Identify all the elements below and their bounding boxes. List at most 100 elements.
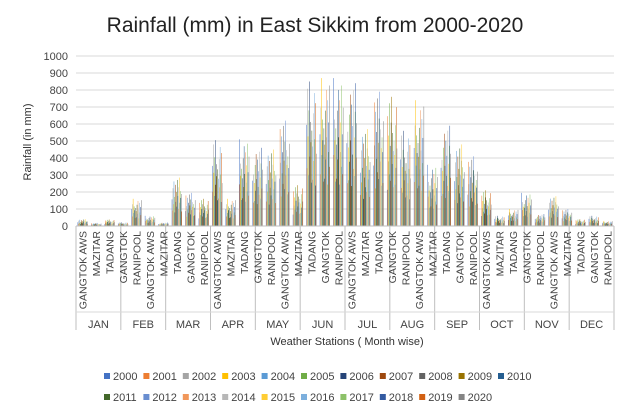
bar-apr-tadang-2016 xyxy=(246,191,248,226)
station-label: RANIPOOL xyxy=(602,231,614,285)
y-tick-label: 800 xyxy=(50,85,68,97)
y-tick-label: 0 xyxy=(62,221,68,233)
bar-jan-gangtok-aws-2010 xyxy=(82,223,83,226)
legend-swatch-2017 xyxy=(340,394,347,400)
bar-feb-gangtok-aws-2009 xyxy=(149,221,150,226)
bar-apr-mazitar-2004 xyxy=(227,212,229,226)
bar-oct-gangtok-2004 xyxy=(523,216,524,226)
bar-sep-gangtok-2000 xyxy=(454,181,455,226)
bar-aug-mazitar-2019 xyxy=(436,204,438,226)
bar-sep-tadang-2015 xyxy=(448,163,449,226)
bar-mar-tadang-2014 xyxy=(178,187,180,226)
bar-nov-ranipool-2003 xyxy=(536,219,537,226)
month-label-jun: JUN xyxy=(312,319,333,331)
station-label: MAZITAR xyxy=(226,231,238,277)
bar-apr-gangtok-2010 xyxy=(257,159,258,226)
bar-may-ranipool-2008 xyxy=(269,187,271,226)
bar-jul-mazitar-2004 xyxy=(362,136,363,226)
bar-mar-ranipool-2011 xyxy=(204,206,205,226)
bar-dec-ranipool-2002 xyxy=(603,221,604,226)
bar-aug-gangtok-aws-2020 xyxy=(423,106,425,226)
bar-dec-ranipool-2020 xyxy=(611,221,613,226)
bar-oct-tadang-2008 xyxy=(511,214,513,226)
bar-dec-tadang-2003 xyxy=(576,221,578,226)
bar-feb-mazitar-2012 xyxy=(164,223,165,226)
legend-label-2012: 2012 xyxy=(152,392,176,404)
station-label: MAZITAR xyxy=(562,231,574,277)
bar-feb-gangtok-aws-2014 xyxy=(151,220,153,226)
bar-apr-tadang-2010 xyxy=(243,146,245,226)
bar-dec-tadang-2006 xyxy=(578,221,579,226)
bar-jan-mazitar-2002 xyxy=(92,224,93,226)
bar-dec-ranipool-2003 xyxy=(603,220,605,226)
bar-feb-mazitar-2001 xyxy=(158,224,160,226)
bar-mar-tadang-2000 xyxy=(171,199,173,226)
bar-nov-mazitar-2011 xyxy=(567,212,568,226)
bar-oct-tadang-2007 xyxy=(511,220,512,226)
bar-jan-mazitar-2009 xyxy=(95,224,96,226)
bar-jun-tadang-2016 xyxy=(314,93,315,226)
bar-apr-mazitar-2005 xyxy=(228,206,229,226)
legend-swatch-2018 xyxy=(379,394,386,400)
bar-aug-mazitar-2009 xyxy=(431,198,433,226)
y-tick-label: 500 xyxy=(50,136,68,148)
bar-aug-mazitar-2020 xyxy=(437,177,438,226)
month-label-aug: AUG xyxy=(400,319,424,331)
bar-oct-tadang-2020 xyxy=(517,209,519,226)
bar-jun-tadang-2009 xyxy=(310,142,312,226)
bar-apr-mazitar-2000 xyxy=(225,209,227,226)
bar-feb-mazitar-2011 xyxy=(163,224,165,226)
bar-may-mazitar-2007 xyxy=(296,211,297,226)
bar-apr-gangtok-aws-2012 xyxy=(217,178,219,226)
bar-jan-gangtok-2011 xyxy=(123,223,124,226)
bar-sep-ranipool-2013 xyxy=(473,192,475,226)
bar-sep-tadang-2020 xyxy=(450,153,451,226)
bar-jan-tadang-2014 xyxy=(111,221,112,226)
bar-mar-tadang-2002 xyxy=(172,188,174,226)
bar-aug-mazitar-2012 xyxy=(433,208,434,226)
bar-nov-gangtok-aws-2003 xyxy=(549,212,551,226)
bar-mar-tadang-2008 xyxy=(175,201,177,226)
bar-aug-ranipool-2011 xyxy=(405,163,407,226)
bar-nov-ranipool-2009 xyxy=(539,222,540,226)
bar-sep-tadang-2000 xyxy=(440,167,442,226)
station-label: GANGTOK AWS xyxy=(78,231,90,309)
bar-jan-gangtok-aws-2014 xyxy=(84,220,85,226)
bar-apr-mazitar-2014 xyxy=(232,209,233,226)
bar-may-ranipool-2011 xyxy=(271,153,272,226)
bar-jan-mazitar-2014 xyxy=(97,223,99,226)
bar-jan-tadang-2009 xyxy=(108,219,110,226)
bar-nov-ranipool-2010 xyxy=(539,215,541,226)
bar-aug-ranipool-2016 xyxy=(408,138,409,226)
bar-nov-ranipool-2004 xyxy=(536,222,538,226)
bar-aug-gangtok-aws-2011 xyxy=(419,127,420,226)
station-label: GANGTOK xyxy=(185,231,197,283)
bar-jan-mazitar-2018 xyxy=(99,224,101,226)
station-label: MAZITAR xyxy=(427,231,439,277)
bar-apr-gangtok-aws-2002 xyxy=(213,144,214,226)
bar-apr-mazitar-2008 xyxy=(229,208,230,226)
bar-nov-ranipool-2017 xyxy=(543,216,544,226)
bar-oct-gangtok-aws-2008 xyxy=(485,197,486,226)
bar-may-mazitar-2016 xyxy=(300,212,302,226)
bar-nov-gangtok-aws-2015 xyxy=(555,196,557,226)
bar-aug-ranipool-2019 xyxy=(409,145,411,226)
bar-aug-mazitar-2006 xyxy=(430,192,431,226)
bar-oct-tadang-2001 xyxy=(508,220,509,226)
bar-jun-ranipool-2018 xyxy=(341,134,343,226)
bar-may-ranipool-2010 xyxy=(270,195,272,226)
bar-jun-ranipool-2020 xyxy=(342,107,344,226)
bar-nov-gangtok-aws-2019 xyxy=(557,217,559,226)
station-label: GANGTOK AWS xyxy=(414,231,426,309)
bar-apr-mazitar-2001 xyxy=(226,216,227,226)
bar-oct-tadang-2006 xyxy=(510,216,512,226)
bar-dec-tadang-2004 xyxy=(577,223,578,226)
bar-jan-tadang-2008 xyxy=(108,220,109,226)
bar-aug-ranipool-2018 xyxy=(409,199,410,226)
bar-dec-tadang-2010 xyxy=(580,222,581,226)
bar-mar-gangtok-2004 xyxy=(187,197,188,226)
bar-dec-gangtok-2015 xyxy=(596,221,597,226)
bar-jan-tadang-2005 xyxy=(106,219,108,226)
station-label: GANGTOK AWS xyxy=(145,231,157,309)
station-label: RANIPOOL xyxy=(266,231,278,285)
